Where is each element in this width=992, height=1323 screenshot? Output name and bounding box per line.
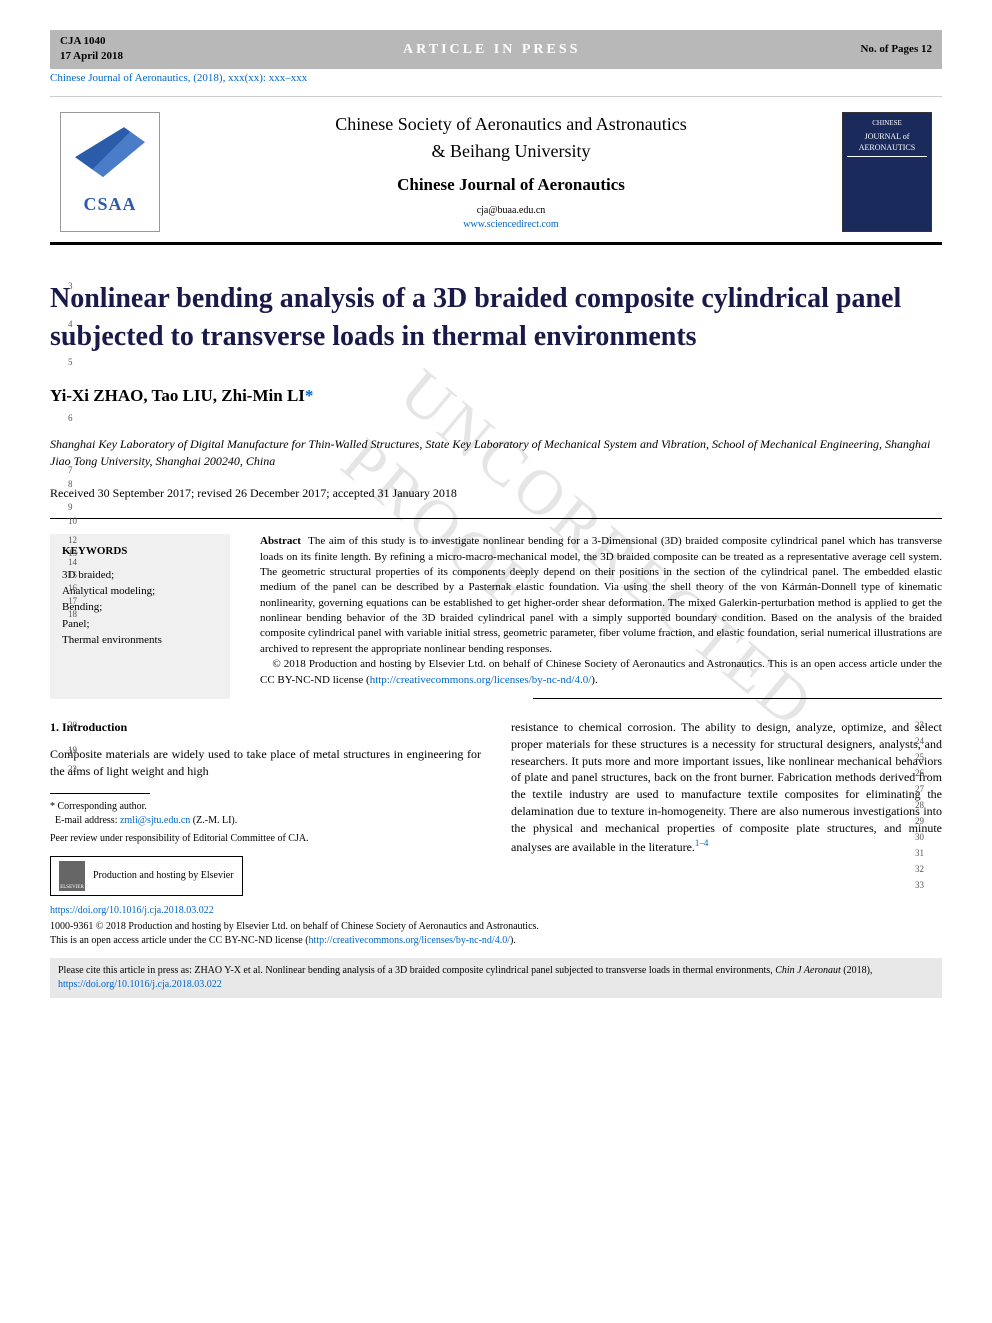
line-number: 30 <box>915 831 924 844</box>
corresponding-author-note: * Corresponding author. <box>50 800 481 814</box>
license-text: This is an open access article under the… <box>50 935 309 946</box>
keywords-box: KEYWORDS 3D braided; Analytical modeling… <box>50 534 230 699</box>
peer-review-note: Peer review under responsibility of Edit… <box>50 832 481 846</box>
csaa-logo: CSAA <box>60 112 160 232</box>
elsevier-text: Production and hosting by Elsevier <box>93 869 234 883</box>
cite-year: (2018), <box>841 965 873 976</box>
line-number: 23 <box>915 719 924 732</box>
license-link[interactable]: http://creativecommons.org/licenses/by-n… <box>309 935 510 946</box>
abstract-close: ). <box>591 674 597 686</box>
article-dates: Received 30 September 2017; revised 26 D… <box>50 485 942 502</box>
line-number: 31 <box>915 847 924 860</box>
keyword-item: Thermal environments <box>62 633 218 648</box>
line-number: 26 <box>915 767 924 780</box>
line-number: 17 <box>68 595 77 608</box>
line-number: 28 <box>915 799 924 812</box>
divider <box>533 698 942 699</box>
csaa-logo-text: CSAA <box>83 192 136 217</box>
corresponding-mark: * <box>305 386 314 405</box>
article-title: Nonlinear bending analysis of a 3D braid… <box>50 280 942 356</box>
article-in-press-banner: ARTICLE IN PRESS <box>403 40 580 60</box>
doi-link[interactable]: https://doi.org/10.1016/j.cja.2018.03.02… <box>50 904 942 918</box>
column-right: 23 24 25 26 27 28 29 30 31 32 33 resista… <box>511 719 942 896</box>
journal-email: cja@buaa.edu.cn <box>180 204 842 218</box>
masthead-center: Chinese Society of Aeronautics and Astro… <box>180 112 842 232</box>
keyword-item: Analytical modeling; <box>62 584 218 599</box>
keyword-item: Bending; <box>62 600 218 615</box>
body-columns: 20 21 22 1. Introduction Composite mater… <box>50 719 942 896</box>
elsevier-badge: ELSEVIER Production and hosting by Elsev… <box>50 856 243 896</box>
divider <box>50 518 942 519</box>
line-number: 4 <box>68 318 73 331</box>
column-left: 20 21 22 1. Introduction Composite mater… <box>50 719 481 896</box>
footer-copyright: 1000-9361 © 2018 Production and hosting … <box>50 920 942 934</box>
abstract-text: The aim of this study is to investigate … <box>260 535 942 655</box>
line-number: 7 <box>68 464 73 477</box>
author-email-link[interactable]: zmli@sjtu.edu.cn <box>120 815 190 826</box>
line-number: 15 <box>68 569 77 582</box>
header-left: CJA 1040 17 April 2018 <box>60 34 123 65</box>
article-date: 17 April 2018 <box>60 49 123 64</box>
keyword-item: Panel; <box>62 617 218 632</box>
section-heading: 1. Introduction <box>50 719 481 736</box>
body-paragraph: resistance to chemical corrosion. The ab… <box>511 719 942 855</box>
keyword-item: 3D braided; <box>62 568 218 583</box>
footer-license: This is an open access article under the… <box>50 934 942 948</box>
cite-doi-link[interactable]: https://doi.org/10.1016/j.cja.2018.03.02… <box>58 979 222 990</box>
line-number: 21 <box>68 747 77 760</box>
line-number: 6 <box>68 412 73 425</box>
email-label: E-mail address: <box>55 815 120 826</box>
cover-prefix: CHINESE <box>872 119 902 129</box>
section-number: 1. <box>50 720 59 734</box>
affiliation: Shanghai Key Laboratory of Digital Manuf… <box>50 436 942 470</box>
journal-name: Chinese Journal of Aeronautics <box>180 173 842 197</box>
keywords-abstract-row: 1213 14 15 16 17 18 19 KEYWORDS 3D braid… <box>50 534 942 699</box>
keywords-heading: KEYWORDS <box>62 544 218 559</box>
abstract: Abstract The aim of this study is to inv… <box>260 534 942 699</box>
abstract-label: Abstract <box>260 535 301 547</box>
journal-cover-thumbnail: CHINESE JOURNAL of AERONAUTICS <box>842 112 932 232</box>
authors: Yi-Xi ZHAO, Tao LIU, Zhi-Min LI* <box>50 384 942 408</box>
email-footnote: E-mail address: zmli@sjtu.edu.cn (Z.-M. … <box>50 814 481 828</box>
page-count: No. of Pages 12 <box>860 42 932 57</box>
reference-citation[interactable]: 1–4 <box>695 838 709 848</box>
body-paragraph: Composite materials are widely used to t… <box>50 746 481 780</box>
line-number: 18 <box>68 608 77 621</box>
email-suffix: (Z.-M. LI). <box>190 815 237 826</box>
line-number: 5 <box>68 356 73 369</box>
plane-icon <box>75 127 145 177</box>
abstract-copyright: © 2018 Production and hosting by Elsevie… <box>260 658 942 685</box>
elsevier-logo-icon: ELSEVIER <box>59 861 85 891</box>
title-block: 3 4 5 Nonlinear bending analysis of a 3D… <box>50 280 942 502</box>
cite-journal: Chin J Aeronaut <box>775 965 841 976</box>
header-bar: CJA 1040 17 April 2018 ARTICLE IN PRESS … <box>50 30 942 69</box>
line-number: 9 <box>68 501 73 514</box>
line-number: 16 <box>68 582 77 595</box>
cc-license-link[interactable]: http://creativecommons.org/licenses/by-n… <box>370 674 592 686</box>
line-number: 29 <box>915 815 924 828</box>
line-number: 25 <box>915 751 924 764</box>
line-number: 14 <box>68 556 77 569</box>
article-code: CJA 1040 <box>60 34 123 49</box>
footnote-separator <box>50 793 150 794</box>
line-number: 10 <box>68 515 77 528</box>
line-number: 3 <box>68 280 73 293</box>
line-number: 33 <box>915 879 924 892</box>
line-number: 32 <box>915 863 924 876</box>
line-number: 20 <box>68 719 77 732</box>
masthead: CSAA Chinese Society of Aeronautics and … <box>50 96 942 245</box>
journal-reference: Chinese Journal of Aeronautics, (2018), … <box>50 71 942 86</box>
cite-text: Please cite this article in press as: ZH… <box>58 965 775 976</box>
license-close: ). <box>510 935 516 946</box>
citation-box: Please cite this article in press as: ZH… <box>50 958 942 998</box>
line-number: 22 <box>68 763 77 776</box>
cover-title: JOURNAL of AERONAUTICS <box>847 131 927 153</box>
author-list: Yi-Xi ZHAO, Tao LIU, Zhi-Min LI <box>50 386 305 405</box>
journal-url[interactable]: www.sciencedirect.com <box>180 218 842 232</box>
society-name-line2: & Beihang University <box>180 139 842 164</box>
society-name-line1: Chinese Society of Aeronautics and Astro… <box>180 112 842 137</box>
line-number: 27 <box>915 783 924 796</box>
line-number: 24 <box>915 735 924 748</box>
